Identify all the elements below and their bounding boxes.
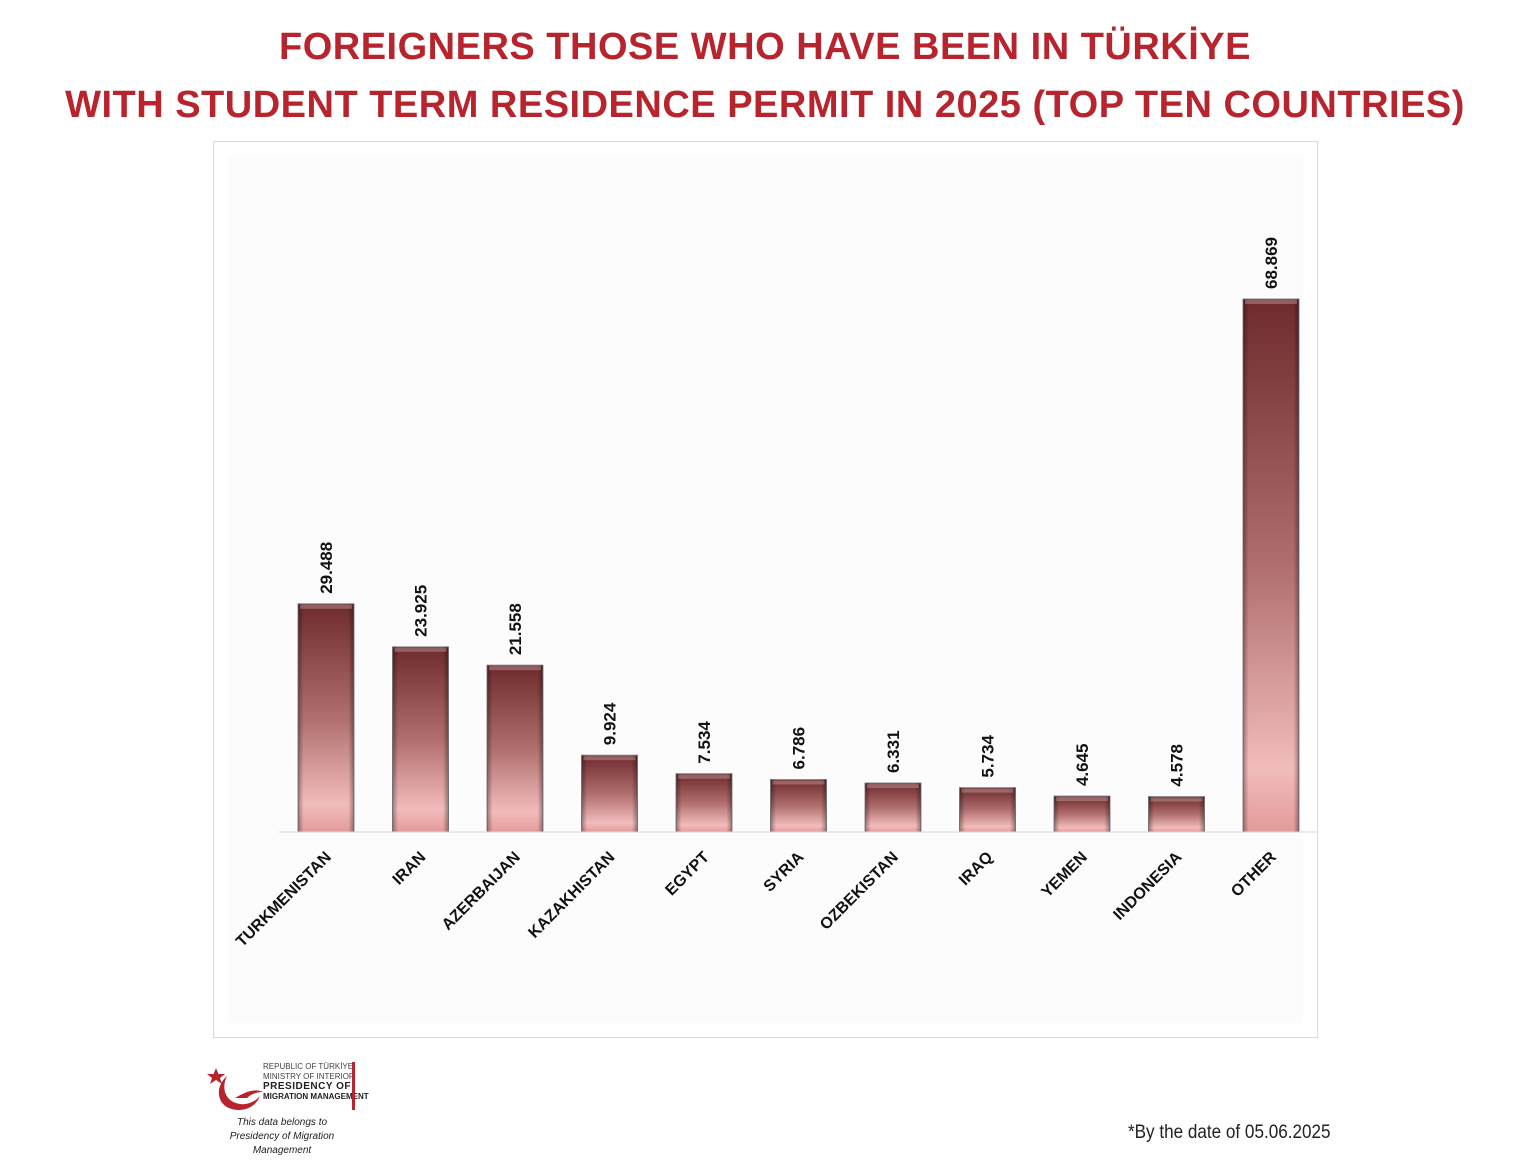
bar-shading xyxy=(770,779,827,832)
bar-turkmenistan xyxy=(297,603,355,833)
bar-shading xyxy=(487,665,543,832)
bar-shading xyxy=(298,603,354,832)
data-labels: 29.488 23.925 21.558 9.924 7.534 6.786 6.331 5.… xyxy=(317,237,1281,787)
category-label: YEMEN xyxy=(1039,849,1091,901)
chart-title-line-1: FOREIGNERS THOSE WHO HAVE BEEN IN TÜRKİY… xyxy=(279,26,1251,68)
category-label: TURKMENISTAN xyxy=(233,849,335,951)
bar-shading xyxy=(392,646,449,832)
category-label: IRAQ xyxy=(956,849,996,889)
logo-line-1: REPUBLIC OF TÜRKİYE xyxy=(263,1062,354,1071)
bar-highlight xyxy=(300,604,352,609)
bar-indonesia xyxy=(1148,796,1205,833)
bar-kazakhistan xyxy=(581,754,638,833)
bar-other xyxy=(1242,298,1300,833)
bar-highlight xyxy=(583,756,636,761)
presidency-logo xyxy=(207,1068,263,1110)
data-label: 68.869 xyxy=(1262,237,1281,289)
bar-highlight xyxy=(867,784,919,789)
logo-caption-2: Presidency of Migration Management xyxy=(229,1131,335,1156)
bar-iran xyxy=(392,646,449,833)
category-label: KAZAKHISTAN xyxy=(525,849,618,942)
data-label: 23.925 xyxy=(412,585,431,637)
bar-shading xyxy=(581,755,638,832)
data-label: 6.331 xyxy=(884,730,903,773)
bar-syria xyxy=(770,778,827,833)
bar-highlight xyxy=(1245,300,1297,304)
category-labels: TURKMENISTAN IRAN AZERBAIJAN KAZAKHISTAN EGY… xyxy=(233,848,1280,950)
category-label: IRAN xyxy=(390,849,430,889)
data-label: 29.488 xyxy=(317,542,336,594)
logo-line-4: MIGRATION MANAGEMENT xyxy=(263,1092,369,1101)
bar-highlight xyxy=(489,666,541,671)
data-label: 5.734 xyxy=(979,735,998,778)
category-label: EGYPT xyxy=(662,849,713,900)
bar-azerbaijan xyxy=(486,664,544,833)
bar-shading xyxy=(676,773,732,832)
category-label: SYRIA xyxy=(761,848,808,895)
logo-line-2: MINISTRY OF INTERIOR xyxy=(263,1072,355,1081)
data-label: 4.645 xyxy=(1073,744,1092,787)
chart-title-line-2: WITH STUDENT TERM RESIDENCE PERMIT IN 20… xyxy=(65,84,1465,126)
date-note: *By the date of 05.06.2025 xyxy=(1128,1122,1331,1143)
bar-shading xyxy=(959,787,1016,832)
logo-text: REPUBLIC OF TÜRKİYE MINISTRY OF INTERIOR… xyxy=(263,1062,369,1102)
bar-highlight xyxy=(772,780,825,785)
data-label: 4.578 xyxy=(1168,744,1187,787)
logo-line-3: PRESIDENCY OF xyxy=(263,1081,351,1092)
logo-caption: This data belongs to Presidency of Migra… xyxy=(207,1116,357,1158)
logo-caption-1: This data belongs to xyxy=(236,1117,328,1128)
bar-shading xyxy=(1054,796,1110,832)
bar-shading xyxy=(1148,796,1205,832)
data-label: 21.558 xyxy=(506,603,525,655)
bar-highlight xyxy=(678,774,730,779)
bar-iraq xyxy=(959,787,1016,833)
category-label: OZBEKISTAN xyxy=(817,849,902,934)
plot-background xyxy=(228,156,1303,1023)
category-label: OTHER xyxy=(1228,848,1280,900)
bar-highlight xyxy=(1056,797,1108,802)
logo-divider xyxy=(352,1062,355,1110)
data-label: 6.786 xyxy=(790,727,809,770)
bar-ozbekistan xyxy=(864,782,922,833)
bar-yemen xyxy=(1053,795,1111,833)
category-label: AZERBAIJAN xyxy=(439,849,524,934)
bar-shading xyxy=(865,783,921,832)
data-label: 7.534 xyxy=(695,721,714,764)
bar-highlight xyxy=(1150,797,1203,802)
bar-highlight xyxy=(394,647,447,652)
bars xyxy=(297,298,1300,833)
bar-shading xyxy=(1243,299,1299,832)
bar-highlight xyxy=(961,788,1014,793)
bar-egypt xyxy=(675,773,733,833)
data-label: 9.924 xyxy=(601,702,620,745)
category-label: INDONESIA xyxy=(1110,848,1185,923)
plot-area xyxy=(213,141,1318,1038)
